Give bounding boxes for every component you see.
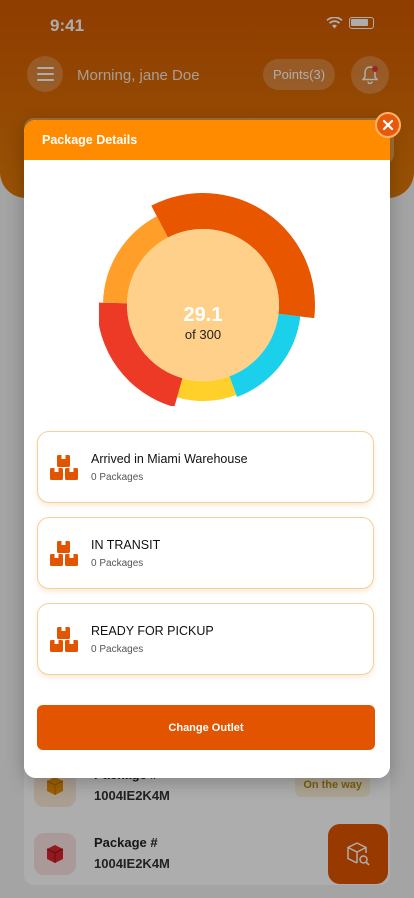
- donut-segment: [99, 302, 183, 406]
- donut-segment: [103, 216, 168, 304]
- status-count: 0 Packages: [91, 558, 144, 569]
- status-count: 0 Packages: [91, 472, 144, 483]
- donut-center: [127, 229, 279, 381]
- package-code: 1004IE2K4M: [94, 788, 170, 803]
- battery-icon: [349, 17, 374, 29]
- status-title: IN TRANSIT: [91, 538, 161, 552]
- package-title: Package #: [94, 835, 158, 850]
- hamburger-icon: [36, 67, 54, 69]
- close-icon: [382, 119, 394, 131]
- status-icons: [326, 17, 374, 29]
- track-package-button[interactable]: [328, 824, 388, 884]
- donut-segment: [151, 192, 315, 319]
- wifi-icon: [326, 17, 343, 29]
- donut-segment: [229, 313, 301, 397]
- package-icon: [34, 833, 76, 875]
- status-card-arrived[interactable]: Arrived in Miami Warehouse 0 Packages: [37, 431, 374, 503]
- boxes-icon: [50, 541, 78, 566]
- close-modal-button[interactable]: [375, 112, 401, 138]
- menu-button[interactable]: [27, 56, 63, 92]
- status-time: 9:41: [50, 16, 85, 35]
- package-search-icon: [347, 842, 370, 866]
- status-card-ready-for-pickup[interactable]: READY FOR PICKUP 0 Packages: [37, 603, 374, 675]
- notification-dot: [372, 66, 378, 72]
- donut-center-caption: of 300: [185, 327, 221, 342]
- status-card-in-transit[interactable]: IN TRANSIT 0 Packages: [37, 517, 374, 589]
- modal-body: 29.1 of 300 Arrived in Miami Warehouse 0…: [24, 161, 390, 778]
- package-donut-chart: 29.1 of 300: [99, 192, 315, 406]
- status-title: Arrived in Miami Warehouse: [91, 452, 248, 466]
- package-code: 1004IE2K4M: [94, 856, 170, 871]
- points-button[interactable]: Points(3): [263, 59, 336, 90]
- boxes-icon: [50, 455, 78, 480]
- boxes-icon: [50, 627, 78, 652]
- status-title: READY FOR PICKUP: [91, 624, 214, 638]
- modal-header: [24, 120, 390, 160]
- status-count: 0 Packages: [91, 644, 144, 655]
- notifications-button[interactable]: [351, 56, 389, 94]
- donut-segment: [177, 376, 237, 401]
- donut-center-value: 29.1: [184, 304, 223, 326]
- package-details-modal: Package Details 29.1 of 300 Arrived in M…: [24, 120, 390, 778]
- change-outlet-button[interactable]: Change Outlet: [37, 705, 375, 750]
- greeting-text: Morning, jane Doe: [77, 67, 200, 84]
- modal-title: Package Details: [42, 133, 138, 147]
